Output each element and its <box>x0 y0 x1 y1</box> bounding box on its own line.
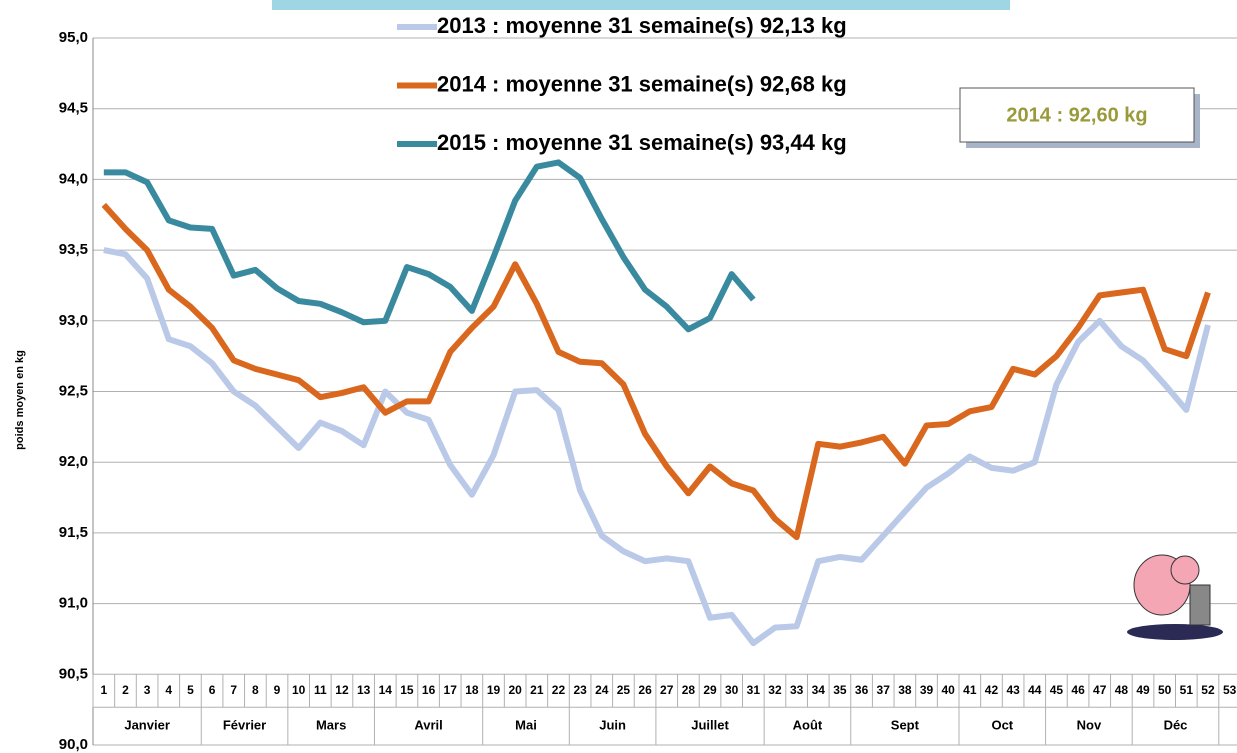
x-tick-label: 7 <box>230 683 237 697</box>
x-tick-label: 3 <box>144 683 151 697</box>
x-tick-label: 10 <box>292 683 306 697</box>
x-tick-label: 18 <box>465 683 479 697</box>
month-label: Mars <box>316 718 346 733</box>
x-tick-label: 17 <box>444 683 458 697</box>
y-tick-label: 90,5 <box>59 665 88 682</box>
x-tick-label: 14 <box>379 683 393 697</box>
y-tick-label: 94,5 <box>59 100 88 117</box>
x-tick-label: 30 <box>725 683 739 697</box>
x-tick-label: 1 <box>100 683 107 697</box>
legend-label: 2013 : moyenne 31 semaine(s) 92,13 kg <box>437 13 847 38</box>
x-tick-label: 8 <box>252 683 259 697</box>
x-tick-label: 23 <box>573 683 587 697</box>
month-label: Oct <box>991 718 1013 733</box>
annotation: 2014 : 92,60 kg <box>1006 104 1147 126</box>
month-label: Février <box>223 718 266 733</box>
x-tick-label: 38 <box>898 683 912 697</box>
x-tick-label: 44 <box>1028 683 1042 697</box>
x-tick-label: 9 <box>274 683 281 697</box>
x-tick-label: 49 <box>1136 683 1150 697</box>
x-tick-label: 5 <box>187 683 194 697</box>
y-tick-label: 95,0 <box>59 29 88 46</box>
y-tick-label: 92,5 <box>59 382 88 399</box>
x-tick-label: 31 <box>747 683 761 697</box>
x-tick-label: 42 <box>985 683 999 697</box>
x-tick-label: 35 <box>833 683 847 697</box>
x-tick-label: 47 <box>1093 683 1107 697</box>
month-label: Août <box>793 718 823 733</box>
x-tick-label: 37 <box>877 683 891 697</box>
x-tick-label: 25 <box>617 683 631 697</box>
top-bar <box>272 0 1010 10</box>
y-tick-label: 91,0 <box>59 595 88 612</box>
y-tick-label: 92,0 <box>59 453 88 470</box>
x-tick-label: 51 <box>1180 683 1194 697</box>
y-axis-label: poids moyen en kg <box>14 350 26 450</box>
y-tick-label: 90,0 <box>59 736 88 753</box>
x-tick-label: 40 <box>941 683 955 697</box>
x-tick-label: 43 <box>1006 683 1020 697</box>
month-label: Avril <box>414 718 442 733</box>
month-label: Déc <box>1164 718 1188 733</box>
x-tick-label: 48 <box>1115 683 1129 697</box>
x-tick-label: 21 <box>530 683 544 697</box>
x-tick-label: 52 <box>1201 683 1215 697</box>
x-tick-label: 26 <box>638 683 652 697</box>
y-tick-label: 93,0 <box>59 312 88 329</box>
x-tick-label: 50 <box>1158 683 1172 697</box>
x-tick-label: 6 <box>209 683 216 697</box>
x-tick-label: 27 <box>660 683 674 697</box>
x-tick-label: 11 <box>314 683 327 697</box>
month-label: Juin <box>599 718 626 733</box>
x-tick-label: 29 <box>703 683 717 697</box>
x-tick-label: 28 <box>682 683 696 697</box>
y-tick-label: 94,0 <box>59 170 88 187</box>
month-label: Nov <box>1077 718 1102 733</box>
month-label: Juillet <box>691 718 729 733</box>
x-tick-label: 19 <box>487 683 501 697</box>
plot: 90,0 90,5 91,0 91,5 92,0 92,5 93,0 93,5 94,0 94,5… <box>59 29 1237 753</box>
series-line <box>101 202 1211 541</box>
annotation-box <box>959 87 1195 143</box>
pig-icon <box>1127 554 1223 640</box>
month-label: Janvier <box>124 718 170 733</box>
legend-label: 2015 : moyenne 31 semaine(s) 93,44 kg <box>437 130 847 155</box>
series-line <box>103 159 756 333</box>
x-tick-label: 4 <box>165 683 172 697</box>
x-tick-label: 34 <box>812 683 826 697</box>
series-line <box>103 247 1211 647</box>
x-tick-label: 13 <box>357 683 371 697</box>
x-tick-label: 24 <box>595 683 609 697</box>
legend-label: 2014 : moyenne 31 semaine(s) 92,68 kg <box>437 71 847 96</box>
x-tick-label: 36 <box>855 683 869 697</box>
x-tick-label: 39 <box>920 683 934 697</box>
y-tick-label: 91,5 <box>59 524 88 541</box>
x-tick-label: 33 <box>790 683 804 697</box>
x-tick-label: 45 <box>1050 683 1064 697</box>
x-tick-label: 41 <box>963 683 977 697</box>
x-tick-label: 12 <box>335 683 349 697</box>
x-tick-label: 32 <box>768 683 782 697</box>
month-label: Sept <box>891 718 920 733</box>
x-tick-label: 46 <box>1071 683 1085 697</box>
month-label: Mai <box>515 718 537 733</box>
x-tick-label: 22 <box>552 683 566 697</box>
y-tick-label: 93,5 <box>59 241 88 258</box>
x-tick-label: 2 <box>122 683 129 697</box>
x-tick-label: 53 <box>1223 683 1237 697</box>
x-tick-label: 15 <box>400 683 414 697</box>
x-tick-label: 20 <box>508 683 522 697</box>
x-tick-label: 16 <box>422 683 436 697</box>
